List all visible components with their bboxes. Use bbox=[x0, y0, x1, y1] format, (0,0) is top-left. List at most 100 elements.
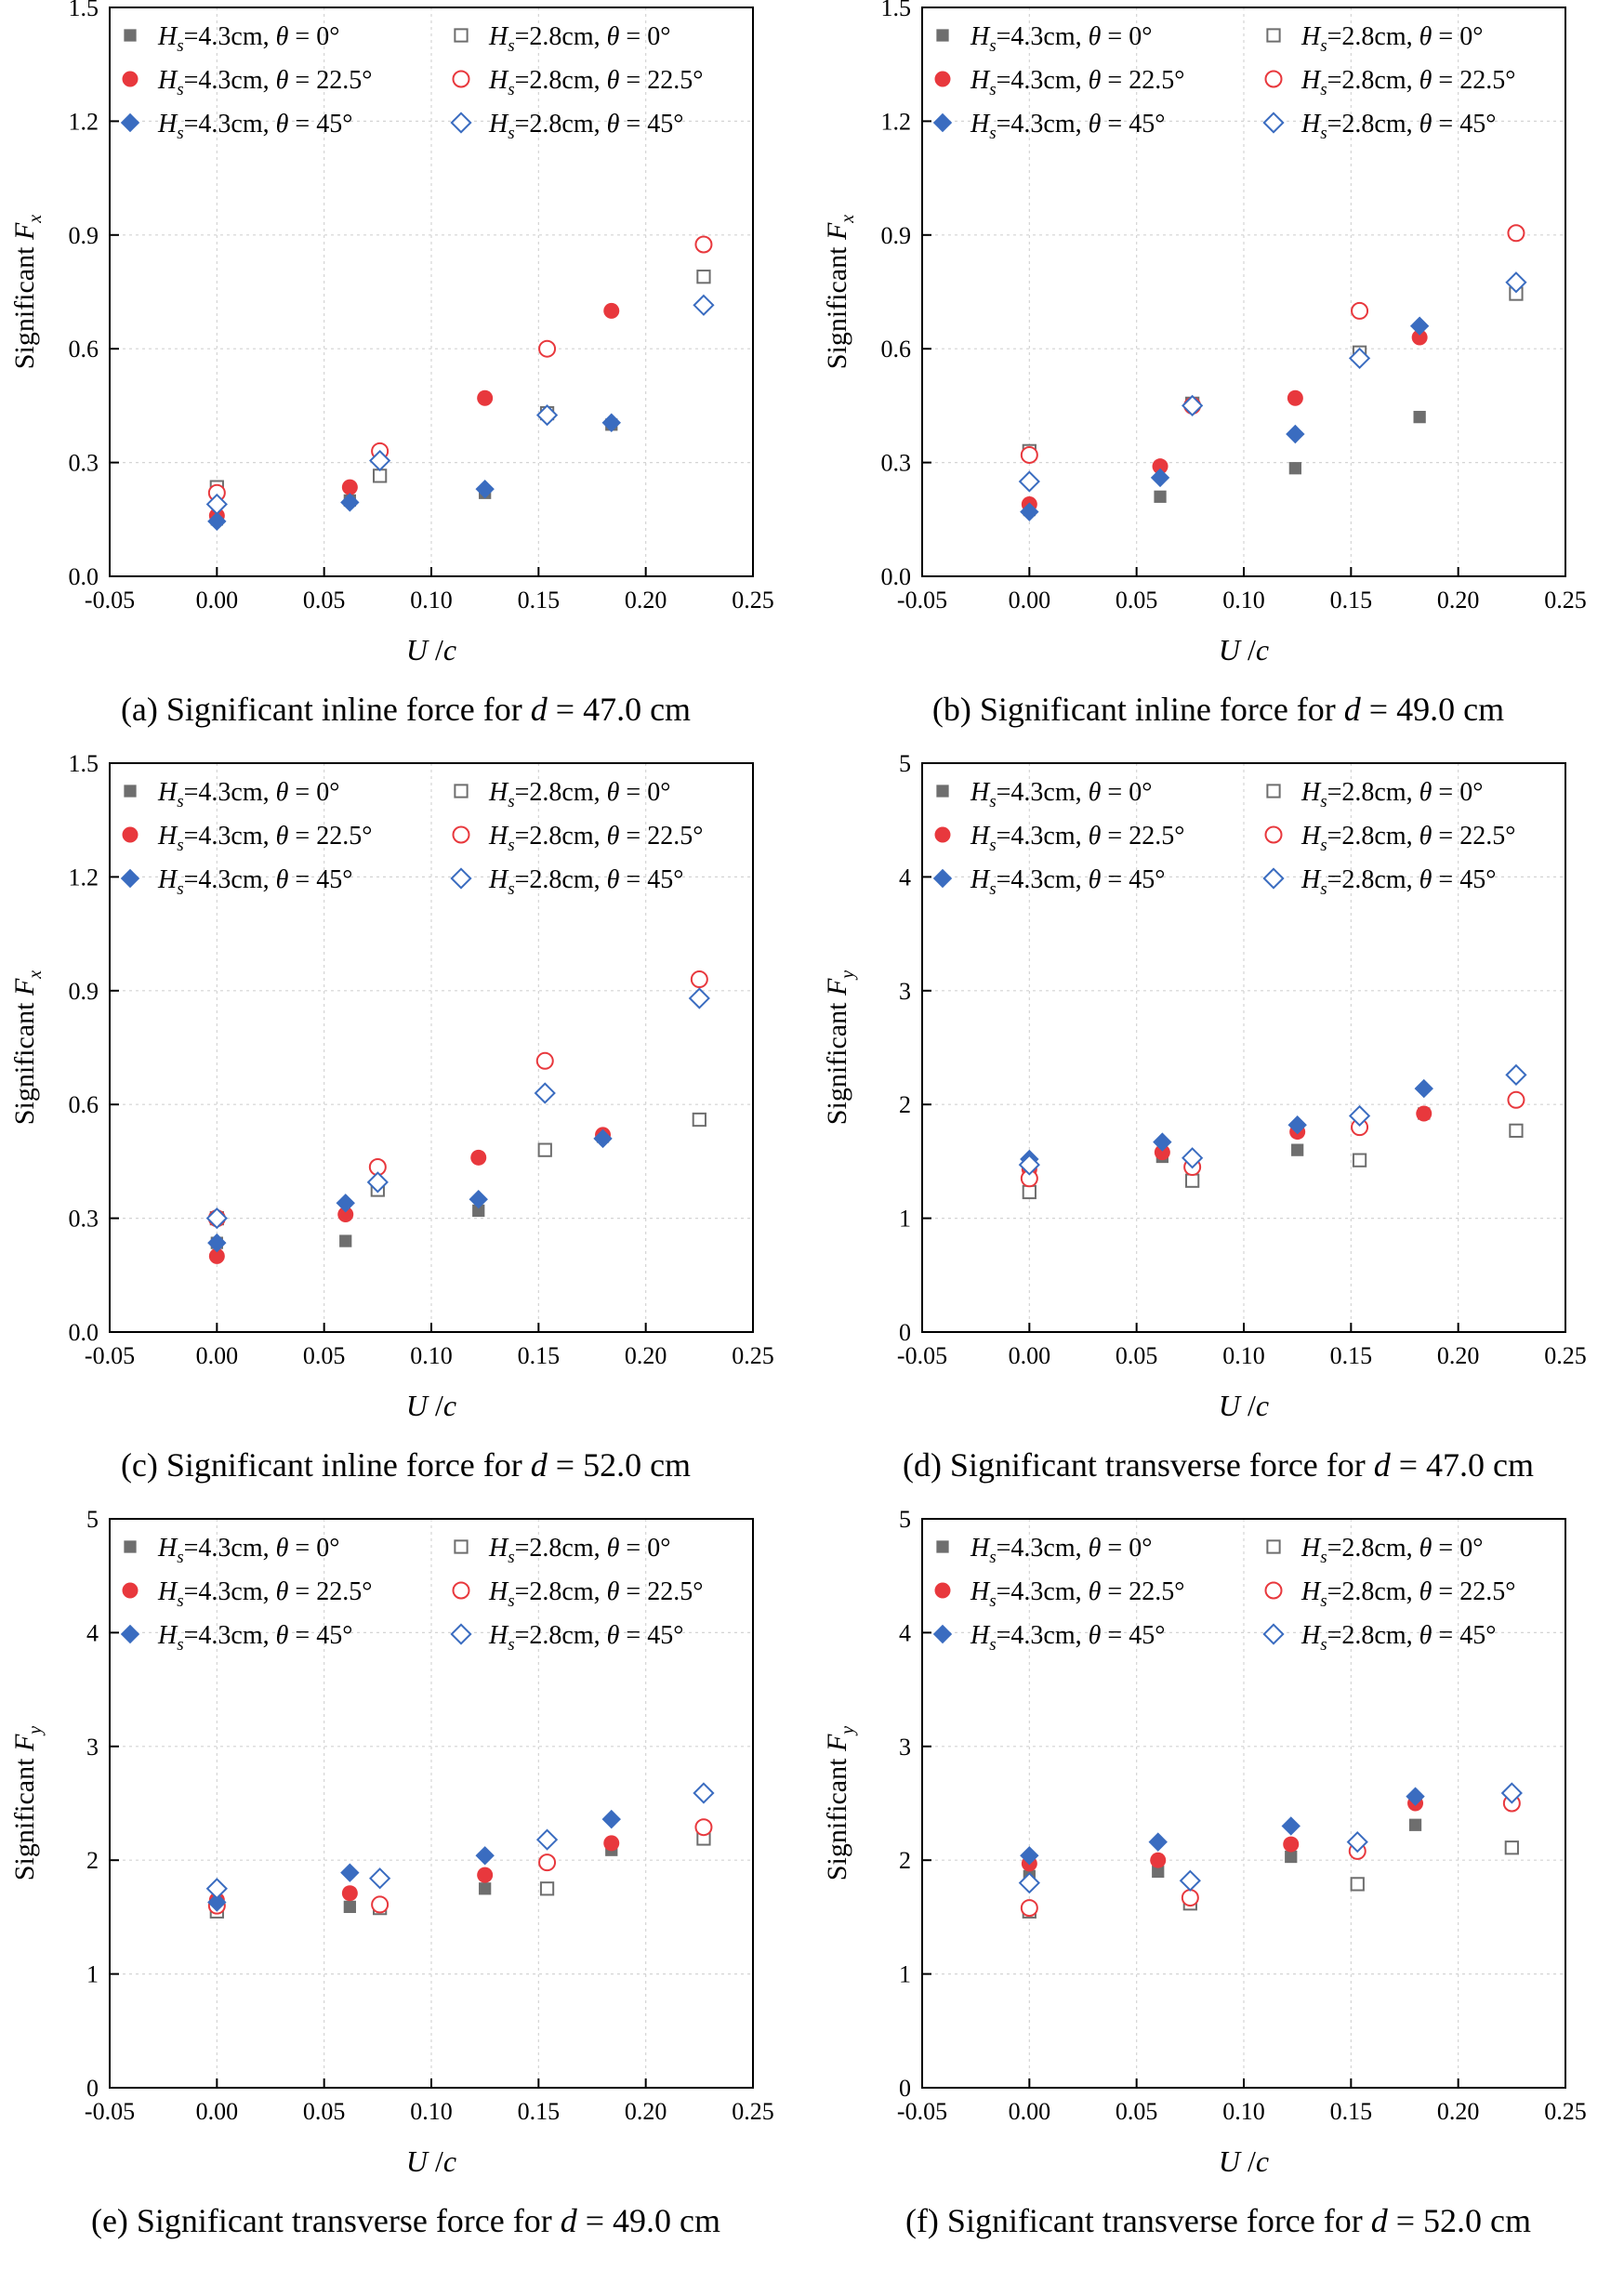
legend-marker bbox=[452, 825, 470, 844]
data-points bbox=[205, 235, 715, 532]
data-point bbox=[603, 1835, 620, 1852]
panel-caption: (d) Significant transverse force for d =… bbox=[812, 1445, 1624, 1484]
data-point bbox=[340, 493, 360, 512]
data-point bbox=[694, 235, 713, 254]
caption-text: (a) Significant inline force for bbox=[120, 691, 531, 728]
x-tick-label: -0.05 bbox=[897, 1342, 947, 1369]
y-tick-label: 4 bbox=[899, 1619, 911, 1646]
grid-lines bbox=[922, 763, 1565, 1332]
x-tick-label: 0.20 bbox=[1437, 1342, 1480, 1369]
x-tick-label: 0.25 bbox=[1544, 2098, 1587, 2125]
data-point bbox=[1408, 1818, 1422, 1831]
chart-panel: -0.05 0.00 0.05 0.10 0.15 0.20 0.25 0.0 0.3 0.6 0.… bbox=[0, 750, 812, 1511]
data-point bbox=[1018, 1872, 1040, 1894]
grid-lines bbox=[922, 1519, 1565, 2088]
data-point bbox=[1283, 1836, 1300, 1853]
legend-label: Hs=2.8cm, θ = 45° bbox=[1301, 1621, 1496, 1655]
legend-label: Hs=4.3cm, θ = 0° bbox=[157, 778, 339, 811]
y-tick-label: 3 bbox=[899, 1734, 911, 1761]
legend-marker bbox=[124, 785, 137, 798]
data-point bbox=[1409, 316, 1430, 336]
y-axis-title: Significant Fy bbox=[822, 970, 858, 1125]
data-points bbox=[205, 1782, 715, 1919]
data-point bbox=[341, 479, 358, 495]
legend-label: Hs=2.8cm, θ = 45° bbox=[1301, 110, 1496, 143]
scatter-chart: -0.05 0.00 0.05 0.10 0.15 0.20 0.25 0.0 0.3 0.6 0.… bbox=[9, 750, 774, 1422]
legend: Hs=4.3cm, θ = 0° Hs=2.8cm, θ = 0° Hs=4.3cm… bbox=[932, 1534, 1515, 1655]
data-point bbox=[475, 1846, 495, 1866]
data-point bbox=[1182, 1147, 1204, 1169]
data-point bbox=[341, 1885, 358, 1902]
y-tick-label: 5 bbox=[86, 1506, 99, 1533]
grid-lines bbox=[922, 7, 1565, 576]
legend-label: Hs=2.8cm, θ = 45° bbox=[488, 865, 683, 899]
y-axis-title: Significant Fx bbox=[9, 215, 46, 369]
legend-label: Hs=4.3cm, θ = 45° bbox=[157, 110, 352, 143]
legend: Hs=4.3cm, θ = 0° Hs=2.8cm, θ = 0° Hs=4.3cm… bbox=[120, 778, 703, 899]
data-point bbox=[1348, 1104, 1371, 1128]
chart-panel: -0.05 0.00 0.05 0.10 0.15 0.20 0.25 0.0 0.3 0.6 0.… bbox=[812, 0, 1624, 756]
data-point bbox=[690, 970, 708, 989]
x-tick-label: -0.05 bbox=[897, 587, 947, 613]
legend-label: Hs=4.3cm, θ = 45° bbox=[157, 1621, 352, 1655]
x-tick-label: 0.25 bbox=[1544, 1342, 1587, 1369]
x-tick-label: -0.05 bbox=[85, 1342, 135, 1369]
legend-marker bbox=[120, 1624, 140, 1644]
y-tick-label: 4 bbox=[86, 1619, 99, 1646]
data-point bbox=[369, 1867, 391, 1890]
caption-value: = 52.0 cm bbox=[547, 1446, 692, 1484]
y-tick-label: 1.5 bbox=[69, 750, 99, 777]
x-tick-label: 0.25 bbox=[1544, 587, 1587, 613]
legend-marker bbox=[450, 867, 472, 890]
y-axis-title: Significant Fx bbox=[822, 215, 858, 369]
x-tick-label: 0.05 bbox=[303, 587, 346, 613]
data-point bbox=[1179, 1869, 1201, 1892]
x-tick-label: 0.20 bbox=[1437, 587, 1480, 613]
data-point bbox=[1154, 1144, 1170, 1161]
scatter-chart: -0.05 0.00 0.05 0.10 0.15 0.20 0.25 0.0 0.3 0.6 0.… bbox=[9, 0, 774, 666]
panel-caption: (f) Significant transverse force for d =… bbox=[812, 2201, 1624, 2240]
legend-label: Hs=4.3cm, θ = 0° bbox=[970, 1534, 1152, 1567]
x-tick-label: 0.00 bbox=[196, 587, 239, 613]
y-tick-label: 0.0 bbox=[881, 563, 912, 590]
data-point bbox=[1020, 1899, 1038, 1918]
data-point bbox=[688, 987, 710, 1009]
y-axis-title: Significant Fy bbox=[822, 1726, 858, 1880]
y-tick-label: 0.6 bbox=[881, 336, 912, 363]
data-point bbox=[537, 1142, 552, 1157]
y-tick-label: 1 bbox=[899, 1961, 911, 1988]
x-tick-label: -0.05 bbox=[897, 2098, 947, 2125]
legend: Hs=4.3cm, θ = 0° Hs=2.8cm, θ = 0° Hs=4.3cm… bbox=[120, 1534, 703, 1655]
y-tick-label: 0.9 bbox=[69, 222, 99, 249]
x-tick-label: 0.10 bbox=[410, 587, 453, 613]
legend-label: Hs=2.8cm, θ = 0° bbox=[1301, 22, 1483, 56]
data-point bbox=[1185, 1173, 1200, 1188]
legend-marker bbox=[934, 71, 951, 87]
chart-panel: -0.05 0.00 0.05 0.10 0.15 0.20 0.25 0.0 0.3 0.6 0.… bbox=[0, 0, 812, 756]
grid-lines bbox=[110, 763, 753, 1332]
caption-variable: d bbox=[530, 1446, 548, 1484]
caption-text: (e) Significant transverse force for bbox=[90, 2202, 561, 2239]
data-point bbox=[1287, 389, 1303, 406]
x-tick-label: 0.15 bbox=[1330, 587, 1373, 613]
caption-value: = 47.0 cm bbox=[547, 691, 692, 728]
y-tick-label: 0 bbox=[899, 1319, 911, 1346]
data-point bbox=[601, 413, 621, 432]
data-point bbox=[371, 1895, 389, 1914]
legend-label: Hs=4.3cm, θ = 45° bbox=[157, 865, 352, 899]
data-point bbox=[369, 449, 391, 472]
data-point bbox=[694, 1818, 713, 1837]
caption-value: = 47.0 cm bbox=[1390, 1446, 1535, 1484]
data-point bbox=[1504, 1840, 1519, 1855]
legend-label: Hs=2.8cm, θ = 0° bbox=[488, 778, 670, 811]
data-point bbox=[470, 1149, 487, 1166]
data-point bbox=[207, 1233, 227, 1253]
x-tick-label: 0.05 bbox=[1116, 1342, 1158, 1369]
data-point bbox=[1348, 347, 1371, 370]
legend-marker bbox=[122, 71, 139, 87]
data-points bbox=[1018, 1063, 1527, 1200]
y-tick-label: 4 bbox=[899, 864, 911, 890]
y-tick-label: 1.2 bbox=[69, 864, 99, 890]
x-axis-title: U /c bbox=[406, 633, 456, 666]
y-tick-label: 1.5 bbox=[881, 0, 912, 21]
